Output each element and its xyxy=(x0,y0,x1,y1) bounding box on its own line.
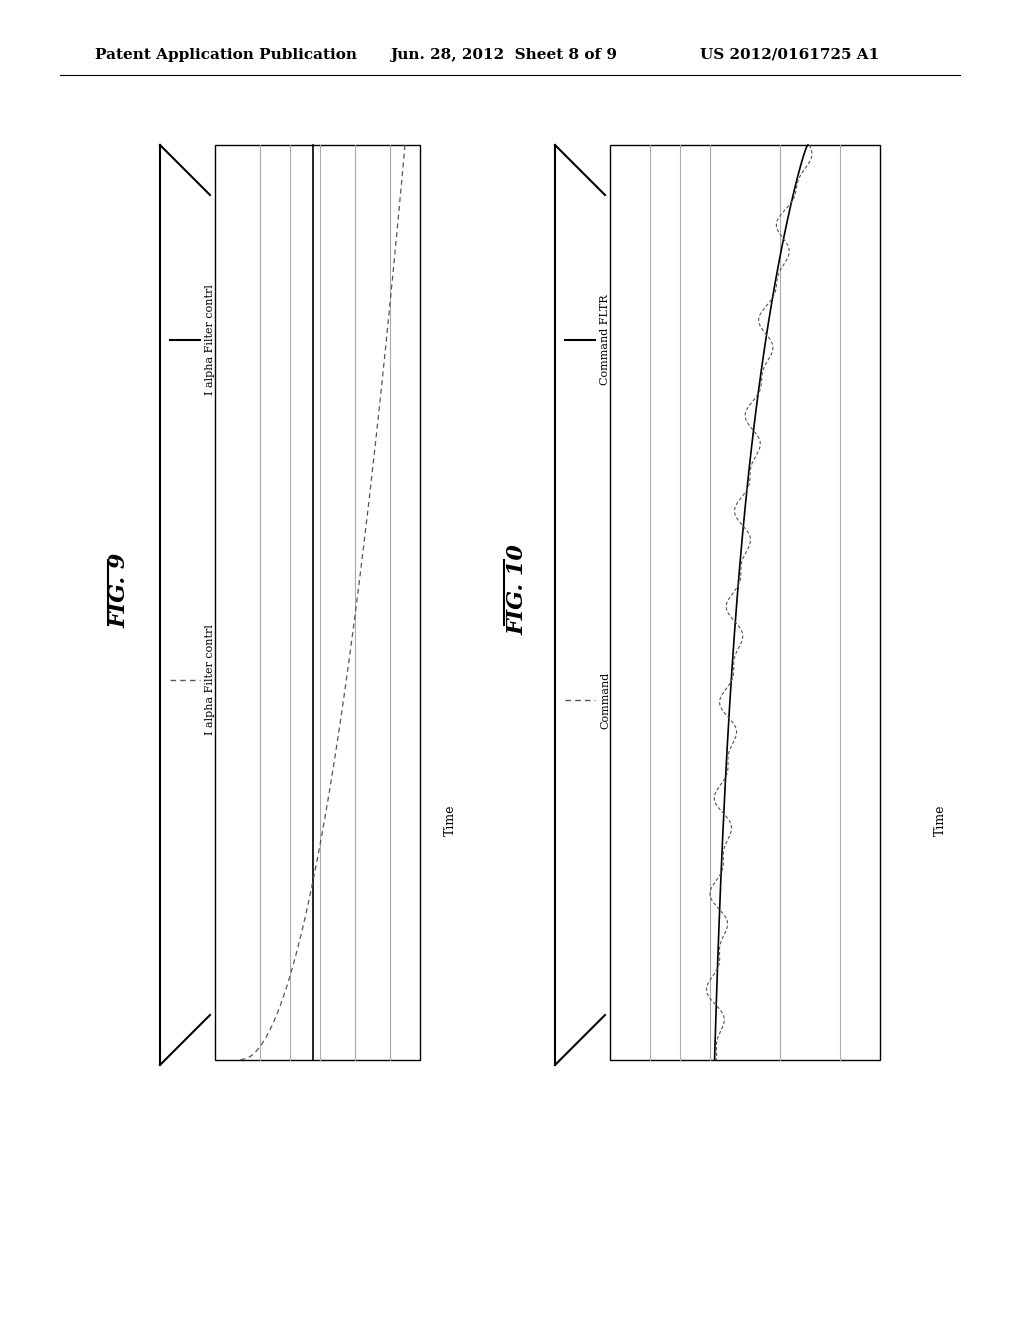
Text: FIG. 10: FIG. 10 xyxy=(507,545,529,635)
Bar xyxy=(215,145,420,1060)
Text: I alpha Filter contrl: I alpha Filter contrl xyxy=(205,624,215,735)
Text: Time: Time xyxy=(934,804,946,836)
Bar xyxy=(610,145,880,1060)
Text: Time: Time xyxy=(443,804,457,836)
Text: US 2012/0161725 A1: US 2012/0161725 A1 xyxy=(700,48,880,62)
Text: Command FLTR: Command FLTR xyxy=(600,294,610,385)
Text: Patent Application Publication: Patent Application Publication xyxy=(95,48,357,62)
Text: FIG. 9: FIG. 9 xyxy=(109,552,131,628)
Text: Jun. 28, 2012  Sheet 8 of 9: Jun. 28, 2012 Sheet 8 of 9 xyxy=(390,48,617,62)
Text: Command: Command xyxy=(600,672,610,729)
Text: I alpha Filter contrl: I alpha Filter contrl xyxy=(205,285,215,396)
